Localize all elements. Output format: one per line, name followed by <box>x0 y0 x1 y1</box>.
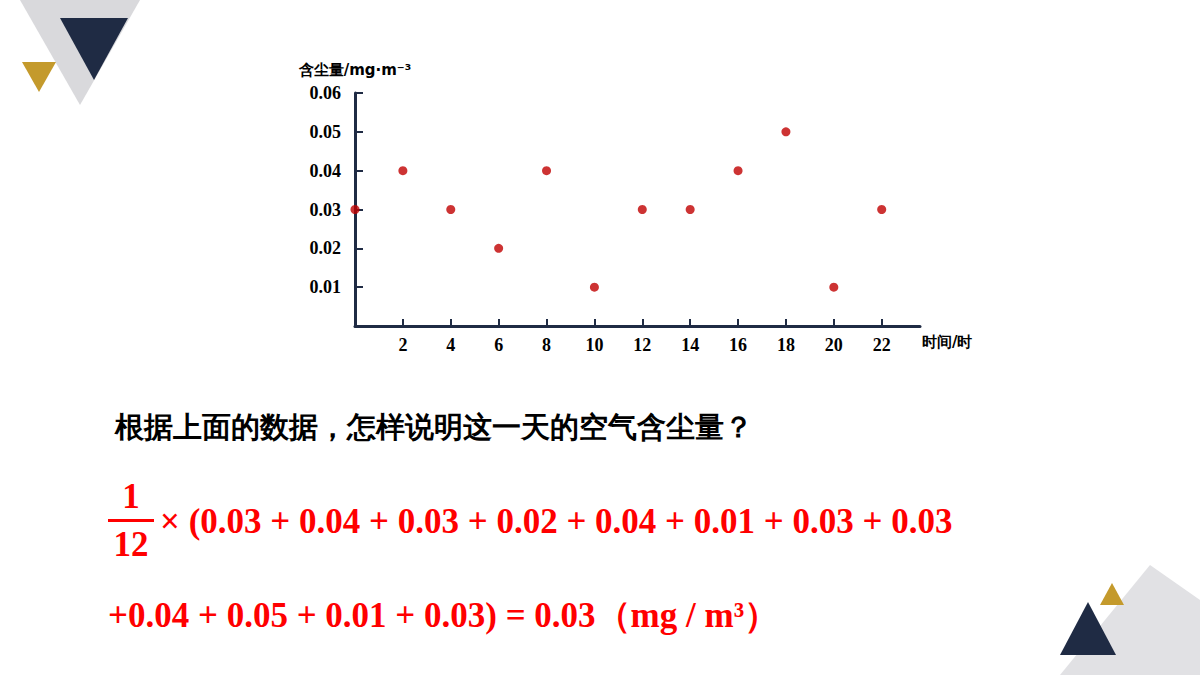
html-text:× (0.03 + 0.04 + 0.03 + 0.02 +: × (0.03 + 0.04 + 0.03 + 0.02 + 0.04 + 0.… <box>160 502 953 541</box>
svg-text:0.04: 0.04 <box>310 161 342 181</box>
svg-text:4: 4 <box>446 335 455 355</box>
svg-text:8: 8 <box>542 335 551 355</box>
svg-text:0.03: 0.03 <box>310 200 342 220</box>
svg-text:0.05: 0.05 <box>310 122 342 142</box>
svg-text:含尘量/mg·m⁻³: 含尘量/mg·m⁻³ <box>298 61 412 79</box>
svg-text:时间/时: 时间/时 <box>922 333 972 351</box>
svg-text:0.01: 0.01 <box>310 277 342 297</box>
html-text:12: 12 <box>113 525 149 564</box>
svg-text:6: 6 <box>494 335 503 355</box>
svg-text:20: 20 <box>825 335 843 355</box>
svg-text:16: 16 <box>729 335 747 355</box>
svg-text:10: 10 <box>585 335 603 355</box>
html-text:+0.04 + 0.05 + 0.01 + 0.03) =: +0.04 + 0.05 + 0.01 + 0.03) = 0.03（mg / … <box>108 596 780 635</box>
svg-text:14: 14 <box>681 335 699 355</box>
svg-text:22: 22 <box>873 335 891 355</box>
svg-text:0.02: 0.02 <box>310 238 342 258</box>
svg-text:12: 12 <box>633 335 651 355</box>
svg-text:18: 18 <box>777 335 795 355</box>
html-text:根据上面的数据，怎样说明这一天的空气含尘量？: 根据上面的数据，怎样说明这一天的空气含尘量？ <box>115 410 753 444</box>
svg-text:2: 2 <box>398 335 407 355</box>
svg-text:0.06: 0.06 <box>310 83 342 103</box>
html-text:1: 1 <box>122 477 140 516</box>
